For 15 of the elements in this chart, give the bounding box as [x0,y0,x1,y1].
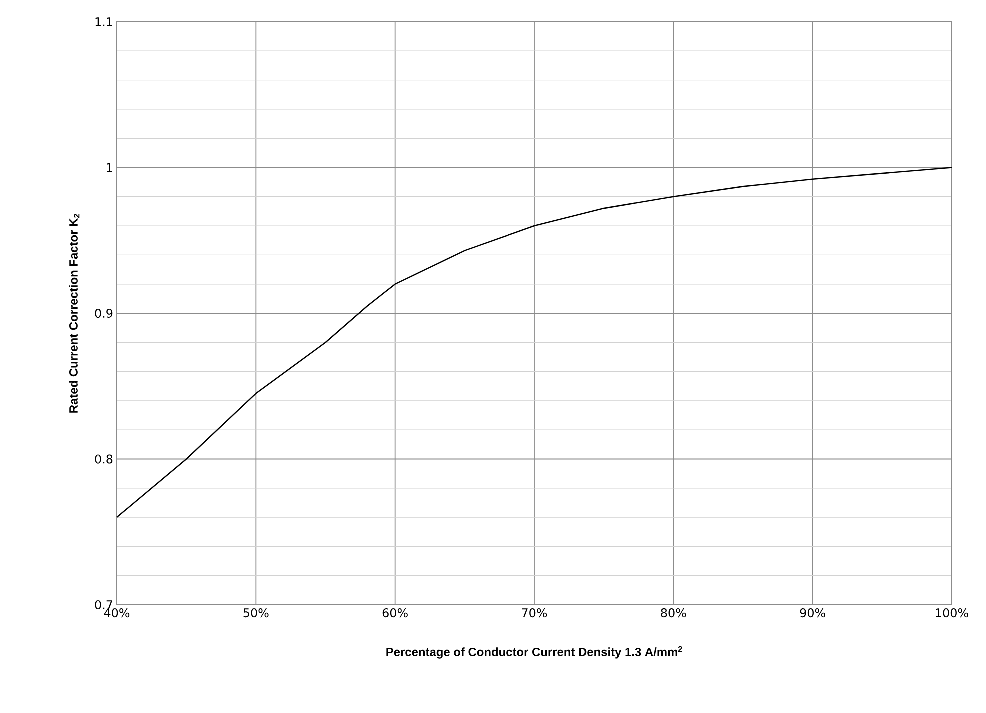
x-tick-label: 60% [382,608,408,618]
y-tick-label: 0.7 [95,600,112,610]
x-tick-label: 80% [661,608,686,618]
x-tick-label: 40% [104,608,130,618]
y-tick-label: 0.8 [95,454,113,464]
y-tick-label: 0.9 [95,308,113,318]
x-axis-title: Percentage of Conductor Current Density 1.3 A/mm$^{2}$ [386,646,682,659]
y-tick-label: 1.1 [96,18,112,26]
x-tick-label: 90% [800,608,826,618]
y-tick-label: 1 [107,163,112,172]
y-axis-title: Rated Current Correction Factor K$_{2}$ [69,214,80,413]
x-tick-label: 100% [936,608,968,618]
line-series [116,167,953,518]
x-tick-label: 70% [522,608,548,618]
x-tick-label: 50% [244,608,269,618]
